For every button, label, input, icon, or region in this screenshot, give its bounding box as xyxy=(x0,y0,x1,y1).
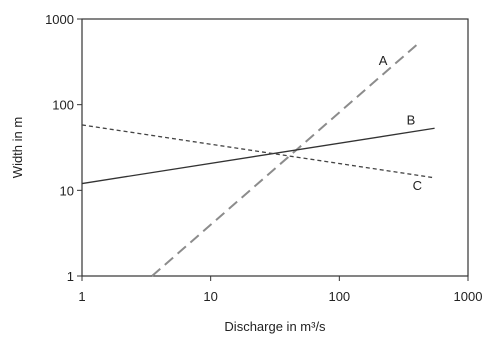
x-tick-label: 100 xyxy=(328,289,350,304)
ticks-layer: 1 10 100 1000 1 10 100 1000 xyxy=(45,12,482,304)
series-label-a: A xyxy=(379,53,388,68)
series-line-b xyxy=(81,127,435,185)
x-tick-label: 1 xyxy=(78,289,85,304)
plot-frame xyxy=(81,18,469,277)
x-tick-label: 1000 xyxy=(454,289,483,304)
series-line-c xyxy=(81,124,435,179)
series-line-a xyxy=(151,44,418,277)
y-tick-label: 1 xyxy=(67,269,74,284)
labels-layer: A B C xyxy=(379,53,422,193)
series-layer xyxy=(81,44,435,277)
series-label-b: B xyxy=(407,112,416,127)
y-axis-title: Width in m xyxy=(10,117,25,178)
series-label-c: C xyxy=(413,178,422,193)
y-tick-label: 10 xyxy=(60,183,74,198)
y-tick-label: 100 xyxy=(52,98,74,113)
x-axis-title: Discharge in m³/s xyxy=(224,319,326,334)
x-tick-label: 10 xyxy=(203,289,217,304)
y-tick-label: 1000 xyxy=(45,12,74,27)
